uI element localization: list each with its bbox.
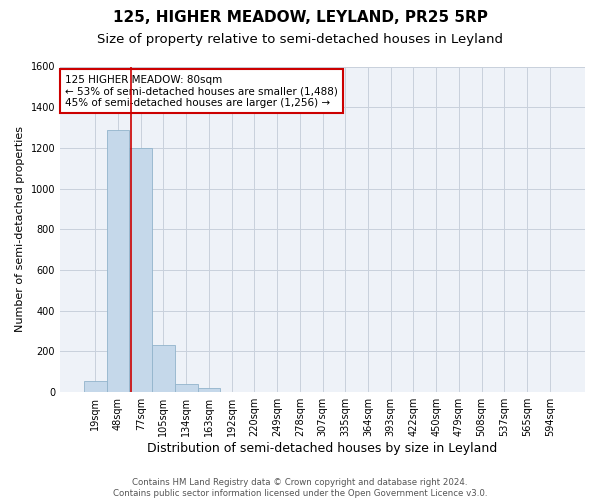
X-axis label: Distribution of semi-detached houses by size in Leyland: Distribution of semi-detached houses by … (148, 442, 497, 455)
Bar (152, 346, 175, 392)
Y-axis label: Number of semi-detached properties: Number of semi-detached properties (15, 126, 25, 332)
Bar (107, 130, 130, 392)
Text: Contains HM Land Registry data © Crown copyright and database right 2024.
Contai: Contains HM Land Registry data © Crown c… (113, 478, 487, 498)
Bar (197, 388, 220, 392)
Text: 125, HIGHER MEADOW, LEYLAND, PR25 5RP: 125, HIGHER MEADOW, LEYLAND, PR25 5RP (113, 10, 487, 25)
Text: Size of property relative to semi-detached houses in Leyland: Size of property relative to semi-detach… (97, 32, 503, 46)
Text: 125 HIGHER MEADOW: 80sqm
← 53% of semi-detached houses are smaller (1,488)
45% o: 125 HIGHER MEADOW: 80sqm ← 53% of semi-d… (65, 74, 338, 108)
Bar (130, 148, 152, 392)
Bar (84, 381, 107, 392)
Bar (175, 384, 197, 392)
